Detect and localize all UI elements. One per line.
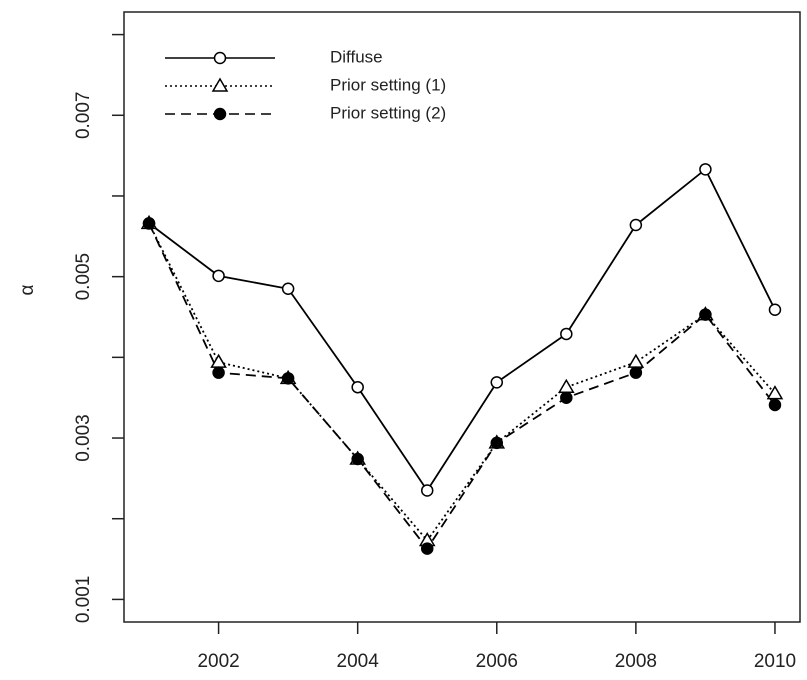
- series-line: [148, 223, 776, 551]
- point: [212, 269, 225, 283]
- point: [558, 378, 575, 393]
- point: [627, 353, 645, 368]
- point: [629, 218, 643, 232]
- y-tick-label: 0.003: [73, 414, 94, 462]
- x-tick-label: 2004: [337, 651, 380, 672]
- x-tick-label: 2010: [754, 651, 796, 672]
- y-axis-label: α: [17, 284, 38, 295]
- point: [629, 366, 643, 379]
- point: [699, 308, 712, 321]
- x-tick-label: 2006: [476, 651, 518, 672]
- series-line: [148, 167, 776, 493]
- point: [212, 366, 225, 379]
- point: [560, 327, 573, 341]
- legend-marker: [211, 77, 229, 92]
- legend-label: Prior setting (2): [330, 103, 446, 122]
- y-tick-label: 0.007: [73, 92, 94, 140]
- point: [768, 303, 782, 316]
- point: [281, 372, 295, 385]
- point: [490, 436, 504, 450]
- legend-marker: [213, 51, 227, 65]
- point: [281, 282, 295, 296]
- legend-label: Diffuse: [330, 47, 383, 66]
- y-tick-label: 0.001: [73, 576, 94, 624]
- y-tick-label: 0.005: [73, 253, 94, 301]
- point: [142, 217, 156, 230]
- legend-marker: [213, 107, 227, 121]
- point: [351, 380, 364, 394]
- point: [699, 163, 712, 176]
- legend: Diffuse Prior setting (1) Prior setting (2…: [165, 47, 446, 122]
- point: [768, 398, 782, 412]
- point: [560, 391, 573, 404]
- legend-label: Prior setting (1): [330, 75, 446, 94]
- series-line: [148, 222, 776, 542]
- point: [351, 452, 364, 466]
- x-tick-label: 2002: [197, 651, 239, 672]
- point: [420, 542, 434, 555]
- point: [490, 376, 504, 389]
- point: [766, 385, 784, 400]
- point: [420, 484, 434, 497]
- plot-frame: [123, 11, 801, 623]
- x-tick-label: 2008: [615, 651, 657, 672]
